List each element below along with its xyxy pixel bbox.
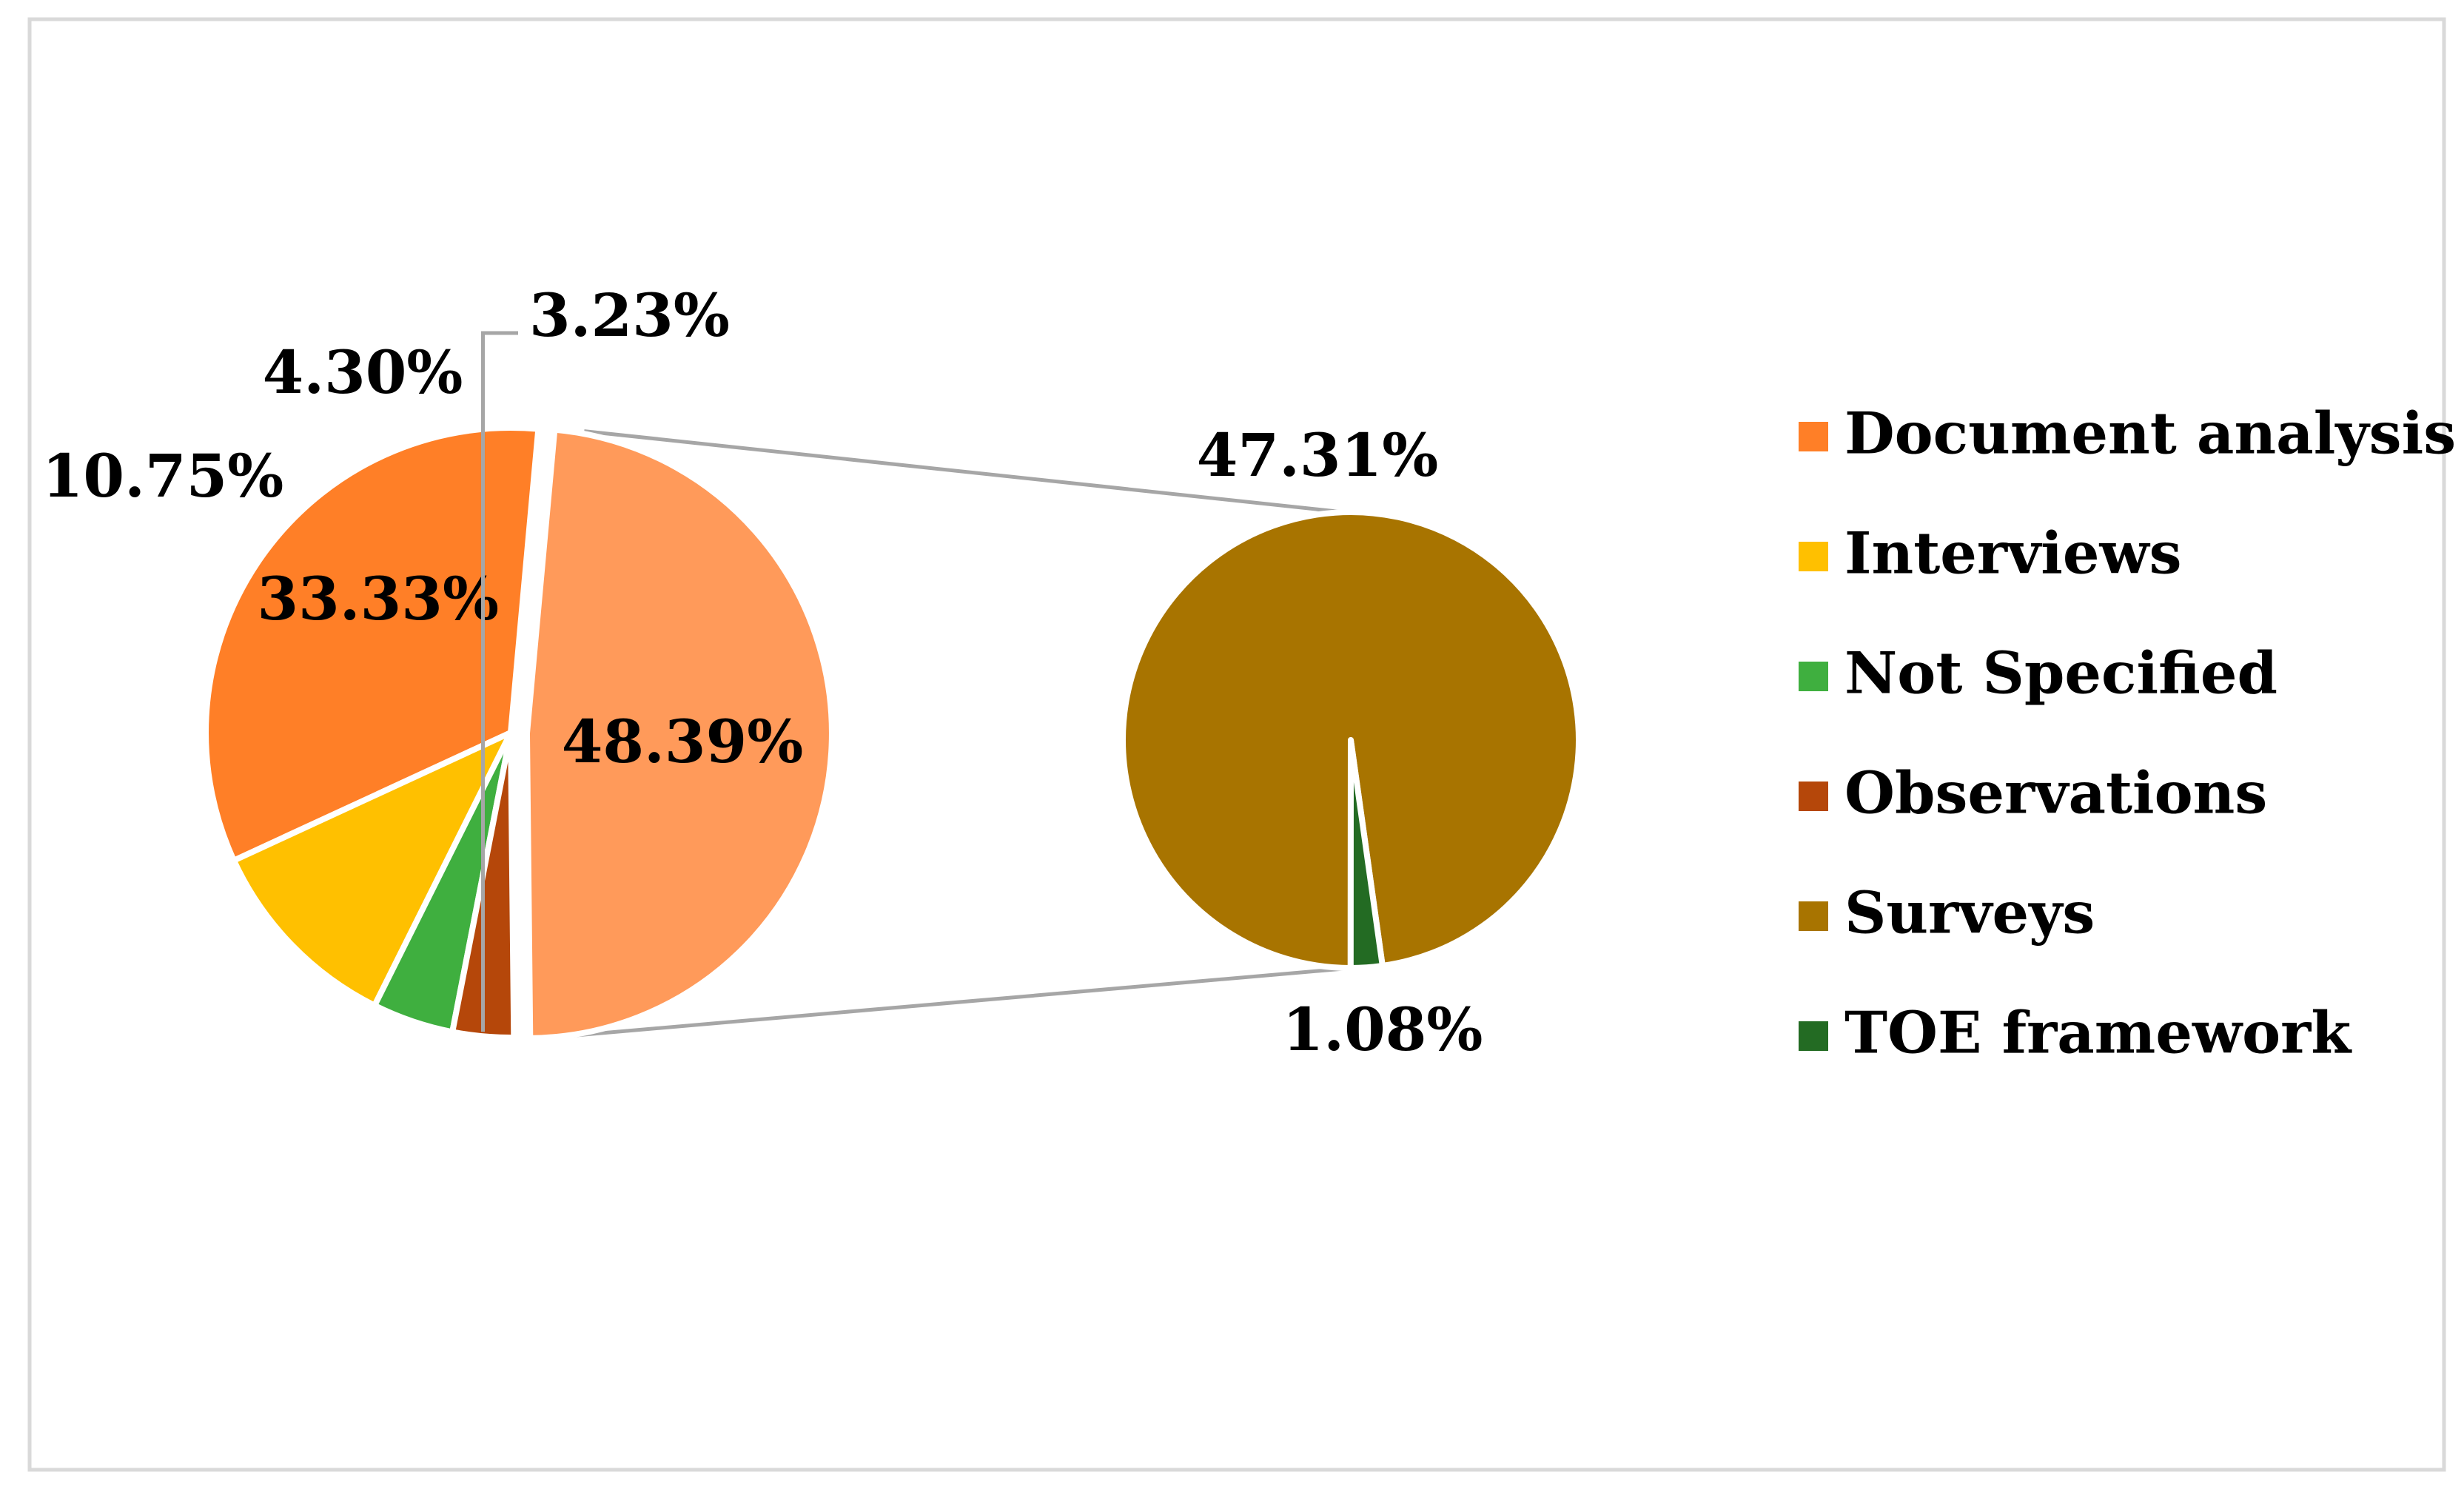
legend-swatch-document-analysis	[1799, 422, 1828, 451]
label-other-slice: 48.39%	[562, 707, 804, 776]
legend-swatch-observations	[1799, 782, 1828, 811]
label-surveys: 47.31%	[1197, 420, 1439, 490]
label-not-specified: 4.30%	[263, 337, 463, 407]
legend-swatch-interviews	[1799, 542, 1828, 571]
main-pie-slice-interviews	[230, 730, 514, 1009]
legend-item-document-analysis: Document analysis	[1799, 400, 2456, 468]
leader-line-observations	[481, 331, 518, 1032]
legend-item-not-specified: Not Specified	[1799, 640, 2277, 707]
legend-item-surveys: Surveys	[1799, 880, 2095, 947]
legend-label-not-specified: Not Specified	[1844, 640, 2277, 707]
legend-swatch-not-specified	[1799, 662, 1828, 691]
main-pie-slice-document-analysis	[203, 425, 542, 864]
legend-label-observations: Observations	[1844, 760, 2267, 827]
label-observations: 3.23%	[529, 280, 730, 350]
legend-label-interviews: Interviews	[1844, 520, 2182, 588]
label-interviews: 10.75%	[42, 441, 284, 511]
connector-line-bottom	[560, 964, 1370, 1039]
connector-line-top	[584, 429, 1344, 514]
legend-item-toe-framework: TOE framework	[1799, 1000, 2352, 1067]
legend-swatch-surveys	[1799, 901, 1828, 931]
label-document-analysis: 33.33%	[257, 564, 499, 633]
label-toe-framework: 1.08%	[1283, 995, 1483, 1064]
main-pie-slice-other	[523, 426, 835, 1041]
legend-item-observations: Observations	[1799, 760, 2267, 827]
legend-item-interviews: Interviews	[1799, 520, 2182, 588]
sub-pie-slice-toe-framework	[1347, 737, 1386, 972]
legend-swatch-toe-framework	[1799, 1021, 1828, 1051]
legend-label-toe-framework: TOE framework	[1844, 1000, 2352, 1067]
legend-label-surveys: Surveys	[1844, 880, 2095, 947]
legend-label-document-analysis: Document analysis	[1844, 400, 2456, 468]
